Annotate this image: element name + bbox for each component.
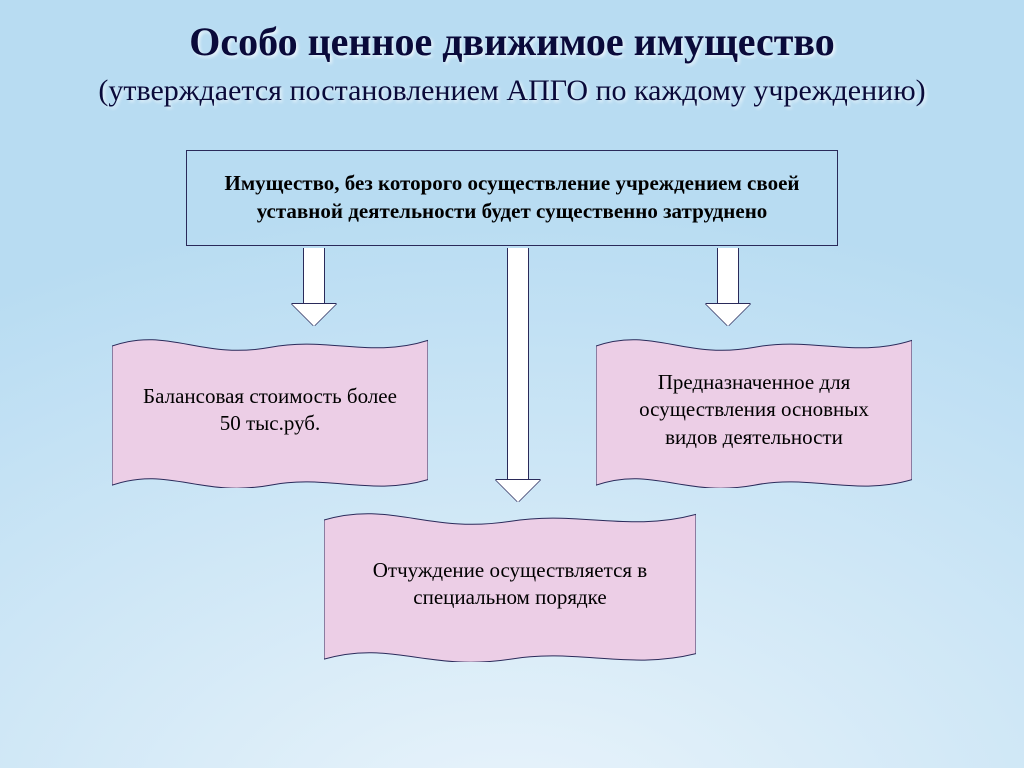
ribbon-left-text: Балансовая стоимость более 50 тыс.руб. [112,332,428,488]
arrow-right [706,248,750,326]
page-subtitle: (утверждается постановлением АПГО по каж… [0,74,1024,108]
ribbon-right-text: Предназначенное для осуществления основн… [596,332,912,488]
ribbon-center: Отчуждение осуществляется в специальном … [324,506,696,662]
page-title: Особо ценное движимое имущество [0,18,1024,65]
ribbon-right: Предназначенное для осуществления основн… [596,332,912,488]
definition-box: Имущество, без которого осуществление уч… [186,150,838,246]
arrow-left [292,248,336,326]
ribbon-left: Балансовая стоимость более 50 тыс.руб. [112,332,428,488]
ribbon-center-text: Отчуждение осуществляется в специальном … [324,506,696,662]
arrow-center [496,248,540,502]
